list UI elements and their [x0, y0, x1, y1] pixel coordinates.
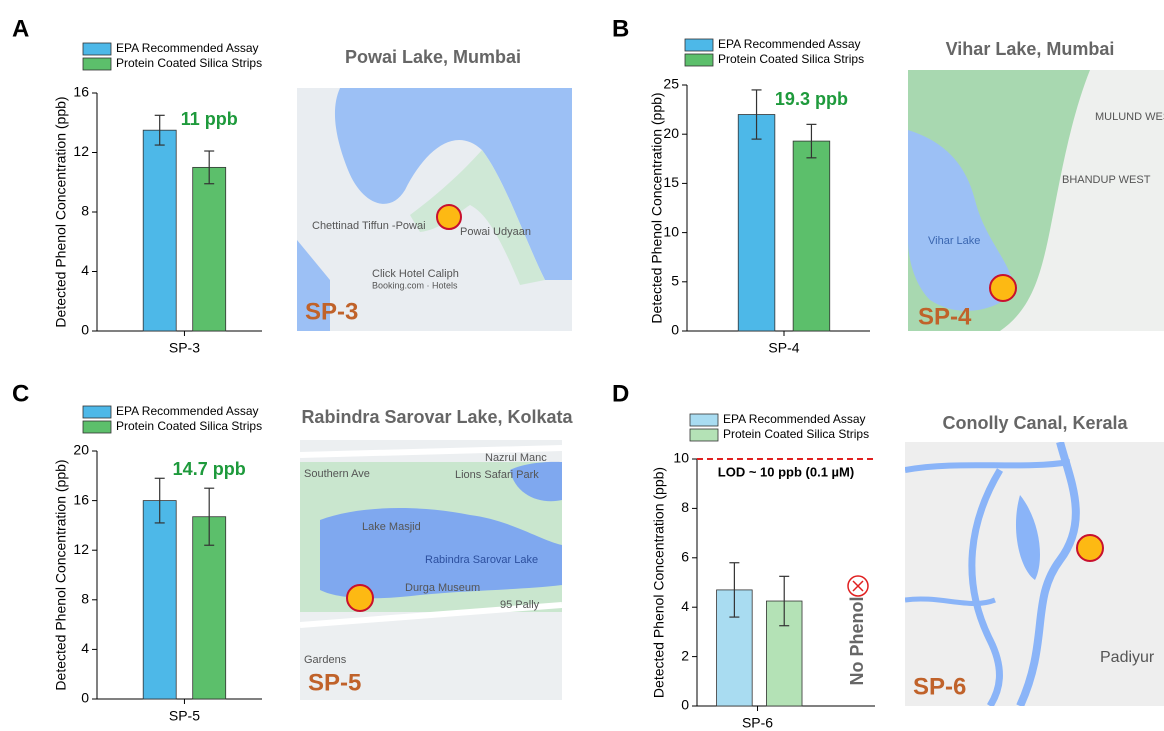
value-label: 11 ppb: [181, 109, 238, 129]
reference-label: LOD ~ 10 ppb (0.1 µM): [718, 464, 854, 479]
x-tick-label: SP-4: [768, 340, 799, 356]
map: Padiyur SP-6: [905, 442, 1164, 706]
map-title: Powai Lake, Mumbai: [345, 47, 521, 67]
figure: Powai Udyaan Chettinad Tiffun -Powai Cli…: [0, 0, 1164, 731]
map-place: Chettinad Tiffun -Powai: [312, 220, 426, 232]
bar: [193, 167, 226, 331]
legend-swatch: [690, 414, 718, 426]
y-tick-label: 6: [681, 549, 689, 565]
map-place: Southern Ave: [304, 468, 370, 480]
y-tick-label: 8: [81, 203, 89, 219]
bar: [143, 501, 176, 699]
y-axis-title: Detected Phenol Concentration (ppb): [649, 92, 665, 323]
y-tick-label: 2: [681, 647, 689, 663]
map-place: Lake Masjid: [362, 521, 421, 533]
legend-label: EPA Recommended Assay: [723, 412, 866, 426]
legend-label: EPA Recommended Assay: [116, 404, 259, 418]
legend-swatch: [83, 406, 111, 418]
map-title: Rabindra Sarovar Lake, Kolkata: [301, 407, 573, 427]
map-place: Vihar Lake: [928, 235, 980, 247]
y-tick-label: 10: [673, 450, 689, 466]
map-place: MULUND WEST: [1095, 111, 1164, 123]
x-tick-label: SP-3: [169, 340, 200, 356]
map-place: Gardens: [304, 654, 347, 666]
site-marker: [437, 205, 461, 229]
y-tick-label: 10: [663, 223, 679, 239]
y-tick-label: 16: [73, 491, 89, 507]
map-place: 95 Pally: [500, 599, 540, 611]
legend-label: EPA Recommended Assay: [718, 37, 861, 51]
y-tick-label: 0: [681, 697, 689, 713]
map-place: Durga Museum: [405, 582, 480, 594]
map-title: Conolly Canal, Kerala: [942, 413, 1128, 433]
legend-swatch: [83, 421, 111, 433]
legend-swatch: [83, 58, 111, 70]
y-tick-label: 8: [681, 499, 689, 515]
y-tick-label: 20: [73, 442, 89, 458]
legend-label: Protein Coated Silica Strips: [723, 427, 869, 441]
bar: [143, 130, 176, 331]
y-tick-label: 8: [81, 591, 89, 607]
y-tick-label: 0: [81, 690, 89, 706]
y-tick-label: 25: [663, 76, 679, 92]
map-place: Padiyur: [1100, 649, 1155, 666]
map: Powai Udyaan Chettinad Tiffun -Powai Cli…: [297, 88, 572, 331]
map-place: Click Hotel Caliph: [372, 268, 459, 280]
panel-label: C: [12, 380, 29, 407]
map-place: Powai Udyaan: [460, 226, 531, 238]
bar: [793, 141, 830, 331]
legend-label: Protein Coated Silica Strips: [718, 52, 864, 66]
panel-label: A: [12, 15, 29, 42]
y-tick-label: 4: [81, 262, 89, 278]
map-label: SP-6: [913, 673, 966, 700]
y-tick-label: 16: [73, 84, 89, 100]
map-label: SP-5: [308, 669, 361, 696]
map: MULUND WEST BHANDUP WEST Vihar Lake SP-4: [908, 70, 1164, 331]
y-tick-label: 0: [81, 322, 89, 338]
legend-swatch: [83, 43, 111, 55]
map-label: SP-3: [305, 298, 358, 325]
y-tick-label: 12: [73, 143, 89, 159]
legend-swatch: [685, 54, 713, 66]
legend-label: Protein Coated Silica Strips: [116, 56, 262, 70]
legend-label: Protein Coated Silica Strips: [116, 419, 262, 433]
y-axis-title: Detected Phenol Concentration (ppb): [53, 459, 69, 690]
y-tick-label: 0: [671, 322, 679, 338]
y-axis-title: Detected Phenol Concentration (ppb): [53, 96, 69, 327]
map-place: BHANDUP WEST: [1062, 174, 1151, 186]
annotation: No Phenol: [847, 597, 867, 686]
legend-swatch: [690, 429, 718, 441]
bar: [738, 115, 775, 331]
x-tick-label: SP-5: [169, 708, 200, 724]
y-tick-label: 20: [663, 125, 679, 141]
site-marker: [990, 275, 1016, 301]
x-tick-label: SP-6: [742, 715, 773, 731]
map-label: SP-4: [918, 303, 972, 330]
y-tick-label: 12: [73, 541, 89, 557]
value-label: 19.3 ppb: [775, 89, 848, 109]
legend-swatch: [685, 39, 713, 51]
map-place: Booking.com · Hotels: [372, 280, 458, 290]
y-axis-title: Detected Phenol Concentration (ppb): [651, 467, 667, 698]
map-place: Rabindra Sarovar Lake: [425, 554, 538, 566]
map: Southern Ave Lions Safari Park Lake Masj…: [300, 440, 562, 700]
y-tick-label: 5: [671, 273, 679, 289]
y-tick-label: 4: [81, 640, 89, 656]
panel-label: D: [612, 380, 629, 407]
site-marker: [347, 585, 373, 611]
y-tick-label: 4: [681, 598, 689, 614]
map-place: Nazrul Manc: [485, 452, 547, 464]
y-tick-label: 15: [663, 174, 679, 190]
map-place: Lions Safari Park: [455, 469, 539, 481]
panel-label: B: [612, 15, 629, 42]
cross-icon: [853, 581, 863, 591]
map-title: Vihar Lake, Mumbai: [946, 39, 1115, 59]
value-label: 14.7 ppb: [173, 459, 246, 479]
legend-label: EPA Recommended Assay: [116, 41, 259, 55]
site-marker: [1077, 535, 1103, 561]
